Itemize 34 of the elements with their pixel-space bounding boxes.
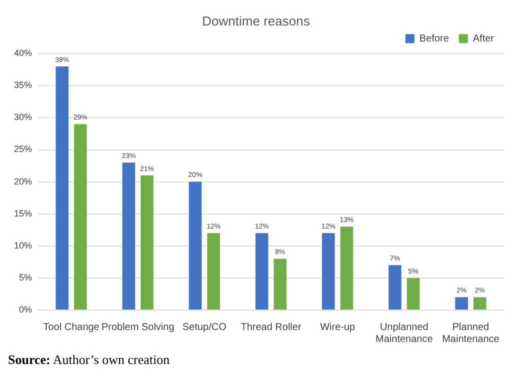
bar xyxy=(188,182,202,310)
legend-label: After xyxy=(472,33,495,44)
bar xyxy=(455,297,468,310)
y-tick-label: 15% xyxy=(14,208,32,218)
x-tick-label: Problem Solving xyxy=(101,322,174,333)
bar xyxy=(406,278,420,310)
bar xyxy=(56,66,69,310)
bar xyxy=(255,233,268,310)
y-tick-label: 30% xyxy=(14,112,32,122)
x-tick-label: Setup/CO xyxy=(182,322,227,333)
bar xyxy=(473,297,486,310)
x-tick-label: Wire-up xyxy=(320,322,356,333)
bar xyxy=(122,162,136,310)
y-tick-label: 5% xyxy=(19,272,32,282)
y-tick-label: 20% xyxy=(14,176,32,186)
x-tick-label: Unplanned Maintenance xyxy=(376,322,434,345)
y-tick-label: 10% xyxy=(14,240,32,250)
y-tick-label: 40% xyxy=(14,48,32,58)
x-tick-label: Thread Roller xyxy=(240,322,302,333)
y-tick-label: 25% xyxy=(14,144,32,154)
y-tick-label: 35% xyxy=(14,80,32,90)
bar xyxy=(207,233,220,310)
bar xyxy=(322,233,335,310)
chart-title: Downtime reasons xyxy=(202,13,310,28)
bar xyxy=(388,265,402,310)
y-tick-label: 0% xyxy=(19,304,32,314)
bar xyxy=(74,124,87,310)
source-note: Source: Author’s own creation xyxy=(8,352,170,367)
bar xyxy=(274,258,287,310)
legend-label: Before xyxy=(419,33,450,44)
bar xyxy=(140,175,154,310)
bar xyxy=(340,226,354,310)
x-tick-label: Tool Change xyxy=(43,322,100,333)
x-tick-label: Planned Maintenance xyxy=(442,322,500,345)
